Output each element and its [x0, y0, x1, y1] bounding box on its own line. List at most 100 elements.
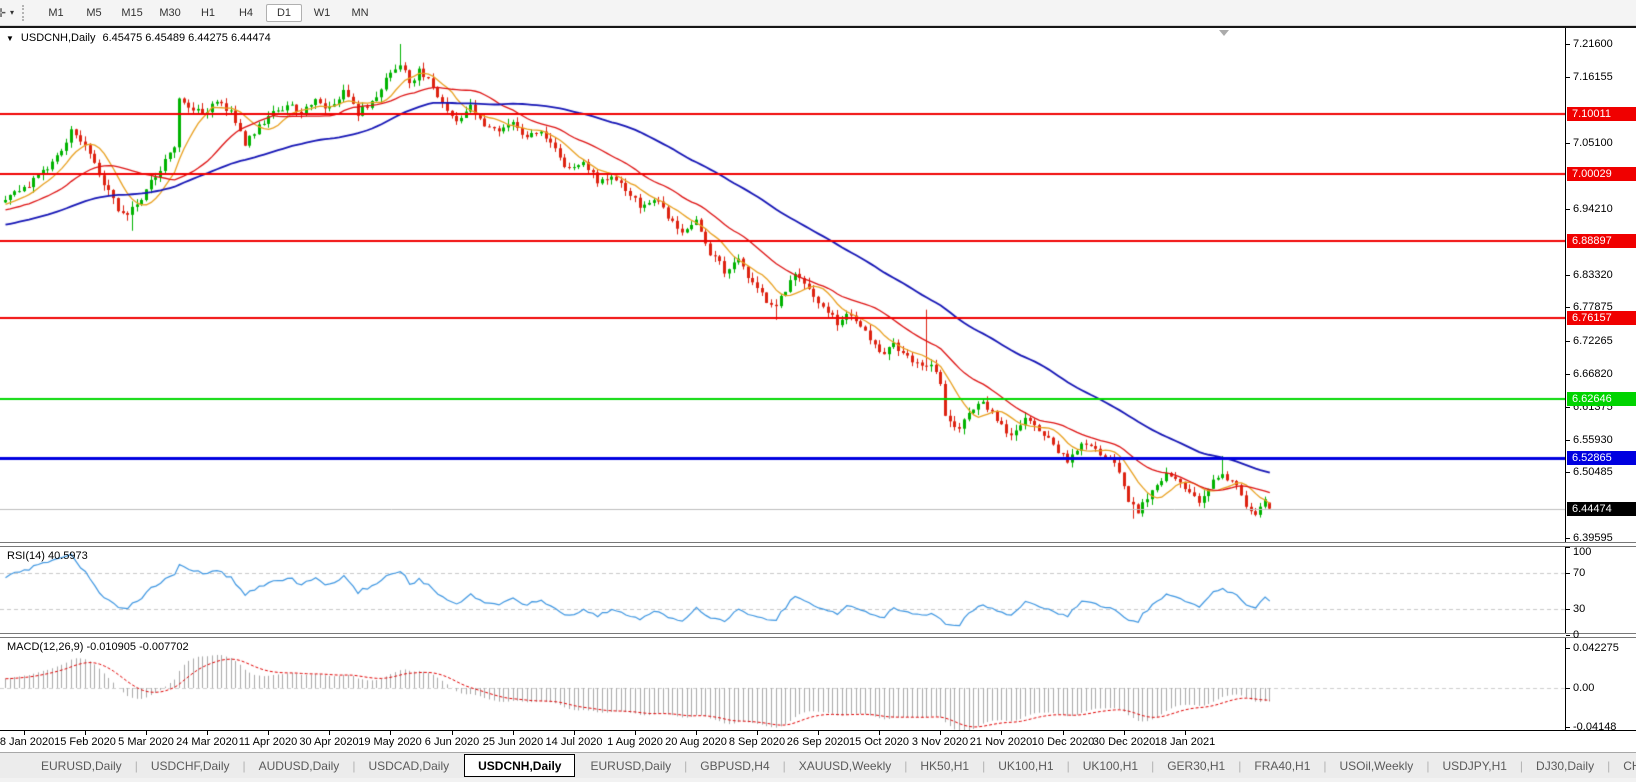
tab-separator: |: [242, 758, 246, 773]
price-tick-mark: [1566, 472, 1570, 473]
date-tick-mark: [146, 731, 147, 735]
price-tick-mark: [1566, 77, 1570, 78]
date-tick-label: 21 Nov 2020: [969, 736, 1033, 748]
chart-tab-usdcnh-daily[interactable]: USDCNH,Daily: [464, 754, 576, 777]
timeframe-button-h4[interactable]: H4: [238, 6, 254, 19]
chart-tab-usdjpy-h1[interactable]: USDJPY,H1: [1442, 758, 1507, 773]
chart-tab-xauusd-weekly[interactable]: XAUUSD,Weekly: [798, 758, 892, 773]
date-tick-label: 1 Aug 2020: [607, 736, 663, 748]
rsi-tick-label: 30: [1573, 603, 1586, 615]
chart-tab-gbpusd-h4[interactable]: GBPUSD,H4: [700, 758, 770, 773]
date-tick-mark: [390, 731, 391, 735]
chart-tab-ger30-h1[interactable]: GER30,H1: [1167, 758, 1226, 773]
date-tick-label: 14 Jul 2020: [545, 736, 603, 748]
date-tick-label: 20 Aug 2020: [665, 736, 727, 748]
date-tick-label: 3 Nov 2020: [911, 736, 969, 748]
chart-symbol-label: USDCNH,Daily: [20, 32, 96, 44]
chart-tab-audusd-daily[interactable]: AUDUSD,Daily: [258, 758, 340, 773]
chart-tab-china300-h1[interactable]: CHINA300,H1: [1623, 758, 1636, 773]
timeframe-button-m15[interactable]: M15: [121, 6, 143, 19]
date-tick-mark: [1185, 731, 1186, 735]
macd-tick-label: 0.042275: [1573, 642, 1619, 654]
tab-separator: |: [1607, 758, 1611, 773]
price-tick-label: 7.16155: [1573, 71, 1613, 83]
main-chart-pane[interactable]: ▼ USDCNH,Daily 6.45475 6.45489 6.44275 6…: [0, 28, 1636, 544]
price-level-badge: 6.88897: [1567, 234, 1636, 248]
date-tick-label: 24 Mar 2020: [176, 736, 238, 748]
chart-tab-dj30-daily[interactable]: DJ30,Daily: [1536, 758, 1595, 773]
tab-separator: |: [904, 758, 908, 773]
macd-chart-canvas[interactable]: [0, 638, 1566, 730]
cursor-tool-icon[interactable]: ✛: [0, 5, 7, 20]
chart-tab-fra40-h1[interactable]: FRA40,H1: [1254, 758, 1311, 773]
price-tick-label: 6.50485: [1573, 466, 1613, 478]
rsi-chart-canvas[interactable]: [0, 547, 1566, 633]
pane-splitter[interactable]: [0, 633, 1636, 638]
chart-tab-eurusd-daily[interactable]: EURUSD,Daily: [41, 758, 122, 773]
timeframe-button-d1[interactable]: D1: [266, 3, 303, 22]
price-tick-label: 6.66820: [1573, 368, 1613, 380]
price-tick-mark: [1566, 307, 1570, 308]
date-tick-mark: [1001, 731, 1002, 735]
rsi-tick-mark: [1566, 635, 1570, 636]
tab-separator: |: [1238, 758, 1242, 773]
tab-separator: |: [134, 758, 138, 773]
chart-tab-eurusd-daily[interactable]: EURUSD,Daily: [590, 758, 672, 773]
price-tick-mark: [1566, 374, 1570, 375]
timeframe-toolbar: ✛ ▾ M1 M5 M15 M30 H1 H4 D1 W1 MN: [0, 0, 1636, 26]
candlestick-chart-canvas[interactable]: [0, 28, 1566, 542]
timeframe-button-w1[interactable]: W1: [313, 6, 331, 19]
date-tick-mark: [879, 731, 880, 735]
rsi-axis[interactable]: 100 70 30 0: [1565, 546, 1636, 641]
tab-separator: |: [1151, 758, 1155, 773]
toolbar-grip-handle[interactable]: [22, 4, 28, 21]
date-tick-mark: [268, 731, 269, 735]
macd-axis[interactable]: 0.042275 0.00 -0.04148: [1565, 638, 1636, 733]
date-tick-mark: [940, 731, 941, 735]
date-tick-label: 8 Sep 2020: [728, 736, 786, 748]
macd-indicator-label: MACD(12,26,9) -0.010905 -0.007702: [7, 641, 189, 653]
price-tick-mark: [1566, 44, 1570, 45]
collapse-icon[interactable]: ▼: [6, 33, 14, 43]
date-tick-label: 5 Mar 2020: [118, 736, 174, 748]
date-tick-mark: [1124, 731, 1125, 735]
chart-tab-uk100-h1[interactable]: UK100,H1: [998, 758, 1054, 773]
chart-tab-uk100-h1[interactable]: UK100,H1: [1082, 758, 1139, 773]
pane-splitter[interactable]: [0, 542, 1636, 547]
chart-shift-marker[interactable]: [1219, 30, 1229, 36]
chart-tab-usdcad-daily[interactable]: USDCAD,Daily: [368, 758, 450, 773]
date-tick-label: 19 May 2020: [358, 736, 422, 748]
price-tick-label: 6.55930: [1573, 434, 1613, 446]
timeframe-button-h1[interactable]: H1: [200, 6, 216, 19]
price-tick-mark: [1566, 143, 1570, 144]
date-tick-label: 30 Dec 2020: [1092, 736, 1156, 748]
price-level-badge: 7.00029: [1567, 167, 1636, 181]
price-level-badge: 6.62646: [1567, 392, 1636, 406]
timeframe-button-mn[interactable]: MN: [351, 6, 369, 19]
date-tick-label: 6 Jun 2020: [424, 736, 480, 748]
chart-tab-hk50-h1[interactable]: HK50,H1: [920, 758, 970, 773]
price-axis[interactable]: 7.21600 7.16155 7.05100 6.94210 6.83320 6.778…: [1565, 28, 1636, 544]
rsi-tick-label: 70: [1573, 567, 1586, 579]
timeframe-button-m1[interactable]: M1: [48, 6, 64, 19]
macd-pane[interactable]: MACD(12,26,9) -0.010905 -0.007702 0.0422…: [0, 638, 1636, 733]
timeframe-button-m30[interactable]: M30: [159, 6, 181, 19]
price-tick-label: 6.39595: [1573, 532, 1613, 544]
price-tick-mark: [1566, 275, 1570, 276]
tab-separator: |: [352, 758, 356, 773]
timeframe-button-m5[interactable]: M5: [86, 6, 102, 19]
chevron-down-icon[interactable]: ▾: [10, 8, 15, 17]
status-strip: [0, 778, 1636, 782]
rsi-pane[interactable]: RSI(14) 40.5973 100 70 30 0: [0, 546, 1636, 641]
chart-tab-usdchf-daily[interactable]: USDCHF,Daily: [150, 758, 230, 773]
rsi-tick-label: 100: [1573, 546, 1592, 558]
tab-separator: |: [1066, 758, 1070, 773]
chart-tab-usoil-weekly[interactable]: USOil,Weekly: [1339, 758, 1414, 773]
price-tick-mark: [1566, 341, 1570, 342]
macd-tick-mark: [1566, 688, 1570, 689]
date-tick-label: 25 Jun 2020: [482, 736, 544, 748]
tab-separator: |: [1323, 758, 1327, 773]
date-tick-mark: [207, 731, 208, 735]
price-level-badge: 6.44474: [1567, 502, 1636, 516]
